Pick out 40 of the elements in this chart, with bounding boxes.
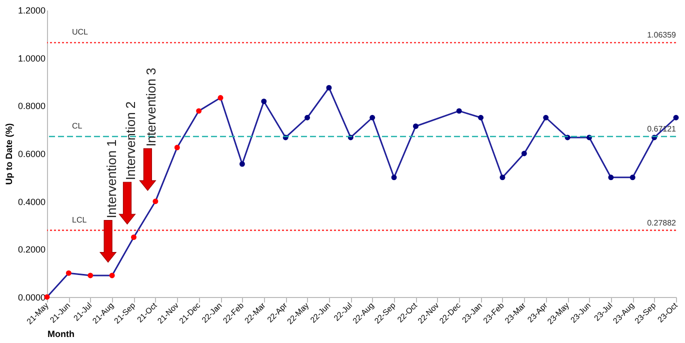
point — [88, 272, 94, 278]
ref-line-label: UCL — [72, 28, 89, 37]
point — [412, 124, 418, 129]
point — [500, 174, 506, 180]
ref-line-label: CL — [72, 121, 83, 130]
annotation: 0.27882 — [647, 218, 677, 228]
y-tick-label: 0.4000 — [18, 196, 46, 207]
y-tick-label: 1.0000 — [18, 53, 46, 64]
y-tick-label: 0.2000 — [18, 244, 46, 255]
point — [304, 114, 310, 120]
annotation: Intervention 1 — [104, 140, 120, 218]
point — [673, 114, 679, 120]
point — [521, 150, 527, 156]
annotation: 1.06359 — [647, 30, 677, 40]
point — [370, 114, 376, 120]
point — [543, 114, 549, 120]
annotation: Intervention 2 — [123, 101, 138, 180]
point — [174, 144, 180, 150]
point — [196, 108, 202, 114]
point — [109, 272, 115, 278]
point — [239, 161, 245, 167]
ref-line-label: LCL — [72, 215, 88, 224]
point — [630, 174, 636, 180]
annotation: Intervention 3 — [144, 68, 159, 147]
y-tick-label: 0.6000 — [18, 149, 46, 159]
x-axis-title: Month — [48, 329, 74, 340]
point — [66, 270, 72, 276]
y-tick-label: 0.0000 — [18, 292, 46, 302]
point — [456, 108, 462, 114]
point — [391, 174, 397, 180]
y-axis-title: Up to Date (%) — [4, 123, 14, 185]
point — [478, 114, 484, 120]
y-tick-label: 0.8000 — [18, 101, 46, 112]
point — [218, 95, 224, 101]
point — [131, 234, 136, 240]
y-tick-label: 1.2000 — [18, 6, 46, 16]
point — [326, 84, 332, 90]
point — [608, 174, 614, 180]
point — [152, 198, 158, 204]
point — [261, 98, 267, 104]
